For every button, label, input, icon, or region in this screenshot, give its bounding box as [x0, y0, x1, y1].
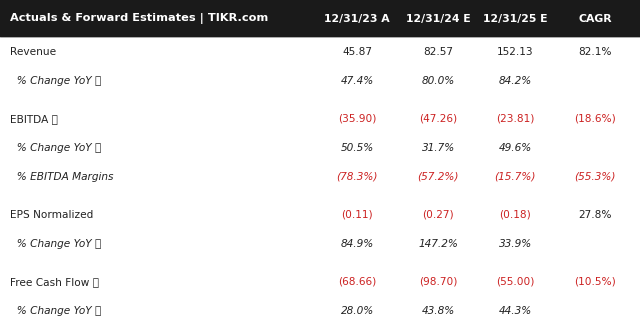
Text: (78.3%): (78.3%): [337, 172, 378, 182]
Text: (0.11): (0.11): [341, 210, 373, 220]
Text: 45.87: 45.87: [342, 47, 372, 57]
Text: EPS Normalized: EPS Normalized: [10, 210, 93, 220]
Text: 12/31/25 E: 12/31/25 E: [483, 14, 547, 24]
Text: 84.2%: 84.2%: [499, 76, 532, 86]
Text: 50.5%: 50.5%: [340, 143, 374, 153]
Text: 12/31/23 A: 12/31/23 A: [324, 14, 390, 24]
Text: 147.2%: 147.2%: [419, 239, 458, 249]
Text: % Change YoY ⓘ: % Change YoY ⓘ: [10, 143, 101, 153]
Text: % Change YoY ⓘ: % Change YoY ⓘ: [10, 239, 101, 249]
Text: (10.5%): (10.5%): [574, 277, 616, 287]
Text: (55.3%): (55.3%): [575, 172, 616, 182]
Text: (68.66): (68.66): [338, 277, 376, 287]
Text: Free Cash Flow ⓘ: Free Cash Flow ⓘ: [10, 277, 99, 287]
Text: Revenue: Revenue: [10, 47, 56, 57]
Text: 82.57: 82.57: [424, 47, 453, 57]
Text: 80.0%: 80.0%: [422, 76, 455, 86]
Text: (0.27): (0.27): [422, 210, 454, 220]
Text: 43.8%: 43.8%: [422, 306, 455, 316]
Text: % EBITDA Margins: % EBITDA Margins: [10, 172, 113, 182]
Text: (47.26): (47.26): [419, 114, 458, 124]
Text: 28.0%: 28.0%: [340, 306, 374, 316]
Text: 82.1%: 82.1%: [579, 47, 612, 57]
Text: (98.70): (98.70): [419, 277, 458, 287]
Text: CAGR: CAGR: [579, 14, 612, 24]
Text: (15.7%): (15.7%): [495, 172, 536, 182]
Text: % Change YoY ⓘ: % Change YoY ⓘ: [10, 76, 101, 86]
Text: (35.90): (35.90): [338, 114, 376, 124]
Text: 49.6%: 49.6%: [499, 143, 532, 153]
Text: (0.18): (0.18): [499, 210, 531, 220]
Text: Actuals & Forward Estimates | TIKR.com: Actuals & Forward Estimates | TIKR.com: [10, 13, 268, 24]
Text: 27.8%: 27.8%: [579, 210, 612, 220]
Text: 84.9%: 84.9%: [340, 239, 374, 249]
FancyBboxPatch shape: [0, 0, 640, 37]
Text: 44.3%: 44.3%: [499, 306, 532, 316]
Text: 47.4%: 47.4%: [340, 76, 374, 86]
Text: (57.2%): (57.2%): [418, 172, 459, 182]
Text: (23.81): (23.81): [496, 114, 534, 124]
Text: 31.7%: 31.7%: [422, 143, 455, 153]
Text: % Change YoY ⓘ: % Change YoY ⓘ: [10, 306, 101, 316]
Text: EBITDA ⓘ: EBITDA ⓘ: [10, 114, 58, 124]
Text: 12/31/24 E: 12/31/24 E: [406, 14, 470, 24]
Text: (55.00): (55.00): [496, 277, 534, 287]
Text: (18.6%): (18.6%): [574, 114, 616, 124]
Text: 33.9%: 33.9%: [499, 239, 532, 249]
Text: 152.13: 152.13: [497, 47, 534, 57]
